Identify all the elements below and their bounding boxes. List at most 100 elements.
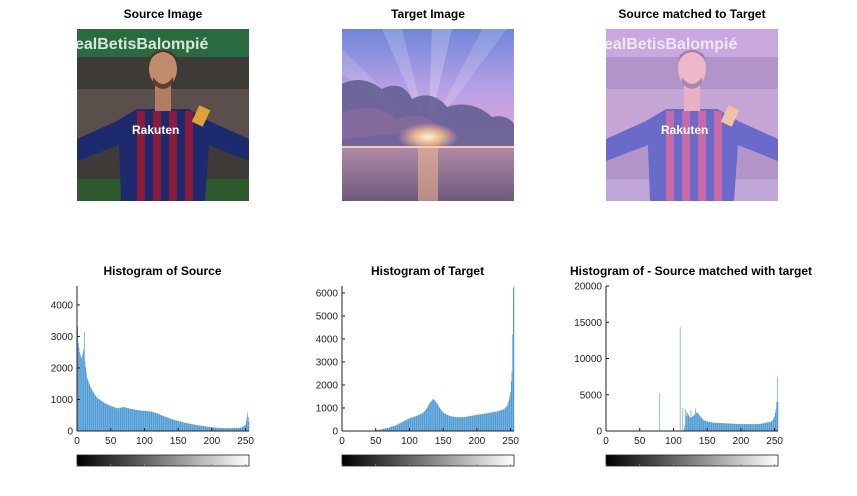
histogram-bar <box>501 409 503 431</box>
histogram-bar <box>232 428 234 431</box>
histogram-bar <box>403 421 405 431</box>
histogram-bar <box>176 420 178 431</box>
histogram-bar <box>158 414 160 431</box>
histogram-bar <box>179 421 180 431</box>
histogram-bar <box>465 416 466 431</box>
histogram-bar <box>731 423 733 431</box>
histogram-bar <box>175 420 177 431</box>
histogram-bar <box>398 423 399 431</box>
histogram-bar <box>698 414 700 431</box>
histogram-bar <box>688 415 690 431</box>
histogram-bar <box>191 424 192 431</box>
histogram-bar <box>117 408 119 431</box>
histogram-bar <box>142 410 144 431</box>
histogram-bar <box>686 412 688 431</box>
histogram-bar <box>700 417 702 431</box>
histogram-bar <box>385 428 387 431</box>
histogram-bar <box>214 427 216 431</box>
histogram-bar <box>443 412 445 431</box>
histogram-bar <box>80 354 81 431</box>
histogram-bar <box>772 420 773 432</box>
histogram-bar <box>421 413 423 431</box>
histogram-bar <box>229 428 230 431</box>
histogram-bar <box>415 416 417 431</box>
histogram-bar <box>146 411 148 431</box>
histogram-0: 0 50 100 150 200 250 0 1000 2000 3000 4000 <box>51 286 254 467</box>
histogram-bar <box>774 416 775 431</box>
histogram-bar <box>392 426 393 431</box>
histogram-bar <box>494 411 495 431</box>
histogram-bar <box>100 400 101 431</box>
histogram-bar <box>685 416 687 431</box>
histogram-bar <box>488 412 489 431</box>
histogram-bar <box>150 411 151 431</box>
histogram-bar <box>192 424 193 431</box>
histogram-bar <box>509 395 511 431</box>
histogram-bar <box>768 422 770 431</box>
histogram-bar <box>382 429 384 431</box>
matched-sponsor-logo: Rakuten <box>661 123 708 137</box>
histogram-bar <box>89 384 91 431</box>
y-tick-label: 5000 <box>580 390 603 401</box>
histogram-bar <box>482 413 484 431</box>
histogram-bar <box>743 424 745 431</box>
histogram-bar <box>112 406 113 431</box>
histogram-bar <box>769 421 771 431</box>
histogram-bar <box>186 423 188 431</box>
histogram-bar <box>246 416 248 431</box>
histogram-bar <box>741 424 743 431</box>
histogram-bar <box>120 407 122 431</box>
y-tick-label: 4000 <box>316 334 339 345</box>
histogram-bar <box>473 415 474 431</box>
histogram-bar <box>760 423 761 431</box>
histogram-bar <box>715 422 717 431</box>
x-tick-label: 250 <box>502 436 519 447</box>
histogram-bar <box>469 416 470 431</box>
histogram-bar <box>723 423 724 431</box>
histogram-bar <box>692 416 693 431</box>
histogram-bar <box>411 417 413 431</box>
histogram-bar <box>227 428 228 431</box>
histogram-bar <box>457 417 459 431</box>
histogram-bar <box>494 411 496 431</box>
x-tick-label: 250 <box>766 436 783 447</box>
histogram-bar <box>102 401 103 431</box>
histogram-bar <box>382 429 383 431</box>
source-image-title: Source Image <box>123 7 203 21</box>
histogram-bar <box>233 428 235 431</box>
histogram-bar <box>200 425 201 431</box>
y-tick-label: 0 <box>596 427 602 438</box>
histogram-bar <box>125 407 127 431</box>
histogram-bar <box>759 423 761 431</box>
histogram-bar <box>80 356 82 431</box>
histogram-bar <box>483 413 484 431</box>
histogram-bar <box>724 423 725 431</box>
histogram-bar <box>690 409 692 431</box>
histogram-bar <box>94 394 95 431</box>
histogram-bar <box>474 415 476 431</box>
histogram-bar <box>457 417 458 431</box>
histogram-bar <box>204 426 205 431</box>
x-tick-label: 50 <box>105 436 117 447</box>
histogram-bar <box>248 421 250 431</box>
histogram-bar <box>213 427 215 431</box>
histogram-bar <box>115 407 116 431</box>
histogram-bar <box>121 407 123 431</box>
matched-banner-text: ealBetisBalompié <box>606 36 737 53</box>
histogram-bar <box>481 414 482 431</box>
histogram-bar <box>78 347 80 431</box>
histogram-bar <box>233 428 234 431</box>
histogram-bar <box>220 427 221 431</box>
histogram-bar <box>380 429 381 431</box>
histogram-bar <box>498 410 500 431</box>
histogram-bar <box>147 411 149 431</box>
histogram-bar <box>689 417 691 431</box>
y-tick-label: 2000 <box>316 380 339 391</box>
histogram-bar <box>149 411 151 431</box>
histogram-bar <box>706 421 707 431</box>
histogram-bar <box>401 422 402 431</box>
histogram-bar <box>212 427 214 431</box>
histogram-bar <box>463 417 465 431</box>
histogram-bar <box>109 405 110 431</box>
histogram-bar <box>199 425 200 431</box>
